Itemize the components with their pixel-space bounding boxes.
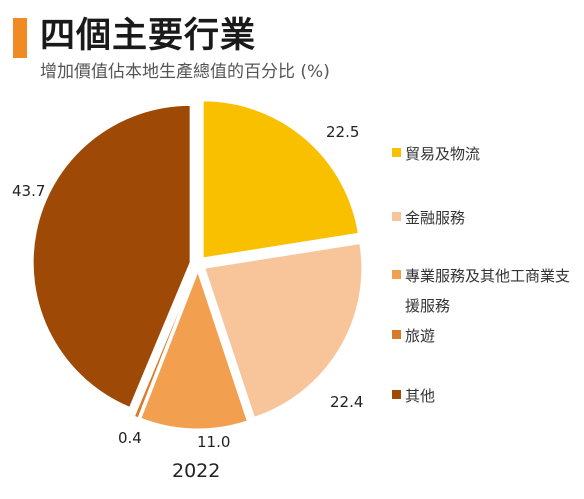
pie-slice-2 <box>204 243 363 418</box>
title-accent-bar <box>13 18 27 58</box>
pie-slice-1 <box>202 100 359 259</box>
legend-label: 金融服務 <box>405 209 466 227</box>
slice-value-label-1: 22.5 <box>326 123 359 141</box>
pie-slice-5 <box>32 104 191 408</box>
pie-slice-3 <box>140 270 248 430</box>
pie-slice-4 <box>133 271 196 419</box>
slice-value-label-5: 43.7 <box>12 182 45 200</box>
legend-label: 旅遊 <box>405 327 436 345</box>
legend-label: 專業服務及其他工商業支援服務 <box>405 267 571 315</box>
legend-swatch <box>392 148 401 157</box>
slice-value-label-4: 0.4 <box>118 429 142 447</box>
chart-caption-year: 2022 <box>172 460 221 482</box>
legend-swatch <box>392 330 401 339</box>
legend-label: 貿易及物流 <box>405 145 481 163</box>
chart-subtitle: 增加價值佔本地生產總值的百分比 (%) <box>40 62 330 82</box>
slice-value-label-3: 11.0 <box>197 433 230 451</box>
legend-swatch <box>392 270 401 279</box>
legend-swatch <box>392 390 401 399</box>
legend-swatch <box>392 212 401 221</box>
slice-value-label-2: 22.4 <box>330 393 363 411</box>
legend-label: 其他 <box>405 387 436 405</box>
chart-title: 四個主要行業 <box>40 16 257 56</box>
